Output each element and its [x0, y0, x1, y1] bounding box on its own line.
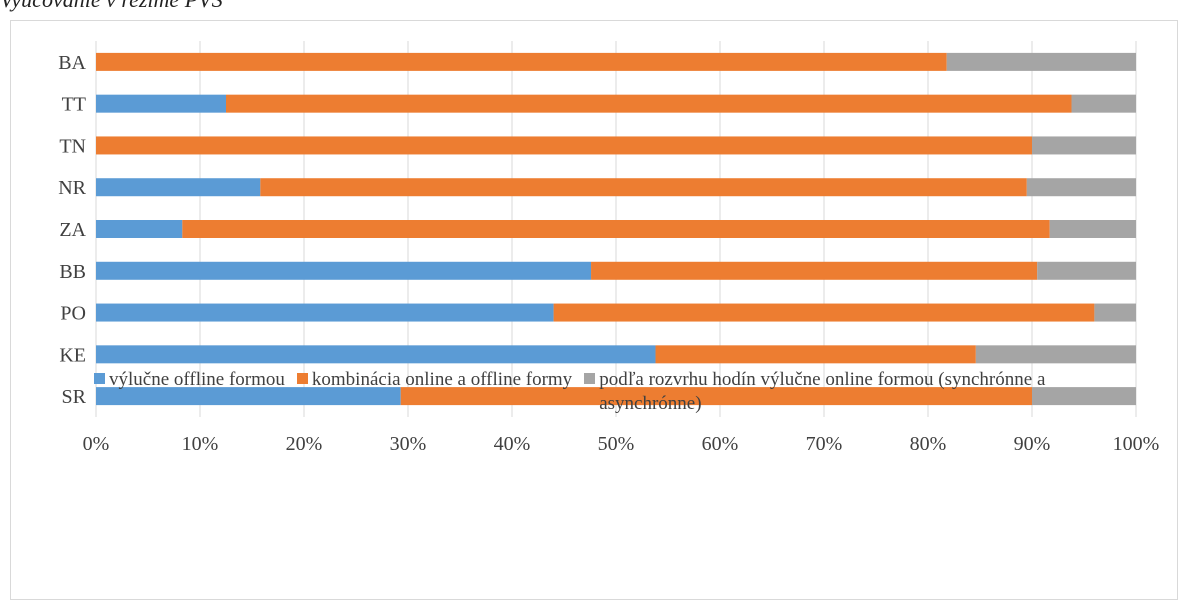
- bar-bb-offline: [96, 261, 592, 280]
- chart-area: BA TT TN NR ZA BB PO KE SR 0% 10% 20% 30% 40% 50% 60% 7…: [10, 20, 1178, 600]
- bar-ba-combined: [96, 52, 947, 71]
- x-tick-label: 80%: [910, 433, 947, 455]
- category-label: KE: [59, 344, 86, 366]
- category-label: BB: [59, 261, 86, 283]
- x-tick-label: 30%: [390, 433, 427, 455]
- category-label: SR: [62, 386, 87, 408]
- legend: výlučne offline formou kombinácia online…: [94, 368, 1081, 416]
- x-tick-label: 10%: [182, 433, 219, 455]
- bar-bb-combined: [591, 261, 1038, 280]
- x-tick-labels: 0% 10% 20% 30% 40% 50% 60% 70% 80% 90% 100%: [83, 433, 1160, 455]
- category-label: PO: [60, 303, 86, 325]
- legend-item-combined: kombinácia online a offline formy: [296, 368, 573, 392]
- bar-bb-online: [1037, 261, 1136, 280]
- bar-sr-offline: [96, 387, 401, 406]
- legend-swatch-offline: [94, 373, 105, 384]
- legend-item-online: podľa rozvrhu hodín výlučne online formo…: [584, 368, 1069, 416]
- x-tick-label: 20%: [286, 433, 323, 455]
- bar-za-combined: [182, 220, 1050, 238]
- bar-tt-online: [1071, 94, 1136, 113]
- bar-za-online: [1049, 220, 1136, 238]
- legend-swatch-online: [584, 373, 596, 384]
- stacked-bar-chart: BA TT TN NR ZA BB PO KE SR 0% 10% 20% 30% 40% 50% 60% 7…: [58, 41, 1160, 455]
- bar-nr-online: [1026, 178, 1136, 197]
- legend-item-offline: výlučne offline formou: [94, 368, 285, 392]
- x-tick-label: 90%: [1014, 433, 1051, 455]
- category-labels: BA TT TN NR ZA BB PO KE SR: [58, 52, 86, 408]
- category-label: ZA: [59, 219, 86, 241]
- category-label: BA: [58, 52, 86, 74]
- bar-ke-online: [975, 345, 1136, 364]
- bar-tt-offline: [96, 94, 226, 113]
- category-label: NR: [58, 177, 86, 199]
- legend-swatch-combined: [296, 373, 308, 384]
- legend-label-online: podľa rozvrhu hodín výlučne online formo…: [599, 369, 1046, 414]
- bar-po-offline: [96, 303, 554, 322]
- x-tick-label: 50%: [598, 433, 635, 455]
- bar-sr-online: [1032, 387, 1136, 406]
- x-tick-label: 70%: [806, 433, 843, 455]
- bar-po-combined: [553, 303, 1095, 322]
- legend-label-offline: výlučne offline formou: [109, 369, 285, 390]
- bar-tn-combined: [96, 136, 1032, 155]
- figure-caption: Vyučovanie v režime PVS: [0, 0, 223, 13]
- bar-sr-combined: [400, 387, 1033, 406]
- bar-ke-combined: [655, 345, 976, 364]
- bar-ke-offline: [96, 345, 656, 364]
- category-label: TN: [59, 135, 86, 157]
- bar-po-online: [1094, 303, 1136, 322]
- x-tick-label: 60%: [702, 433, 739, 455]
- legend-label-combined: kombinácia online a offline formy: [311, 369, 573, 390]
- bar-za-offline: [96, 220, 183, 238]
- bar-tn-online: [1032, 136, 1136, 155]
- category-label: TT: [62, 94, 86, 116]
- x-tick-label: 40%: [494, 433, 531, 455]
- bar-nr-combined: [260, 178, 1027, 197]
- x-tick-label: 0%: [83, 433, 110, 455]
- bars: [96, 52, 1136, 406]
- x-tick-label: 100%: [1113, 433, 1160, 455]
- bar-ba-online: [946, 52, 1136, 71]
- bar-tt-combined: [226, 94, 1072, 113]
- bar-nr-offline: [96, 178, 261, 197]
